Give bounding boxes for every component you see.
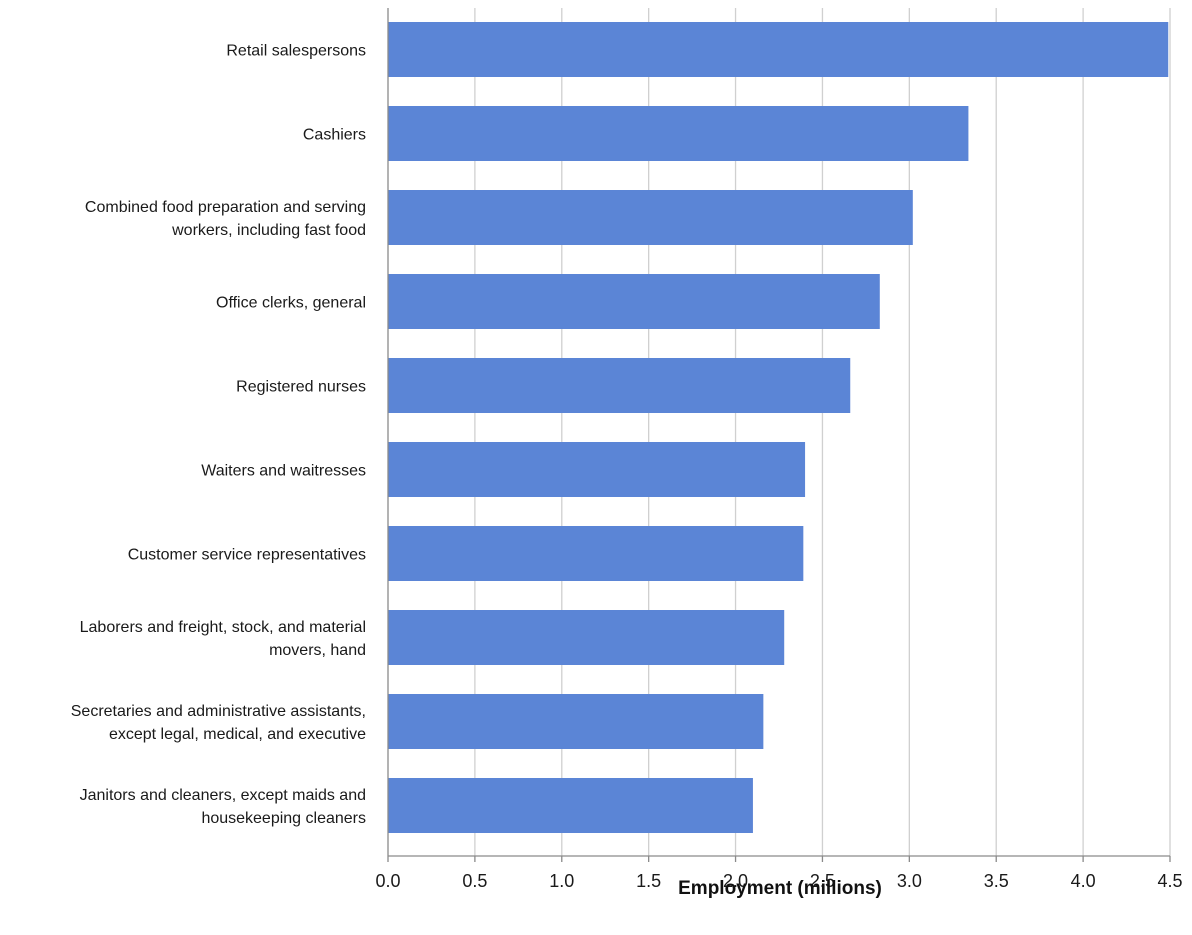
x-tick-label: 4.5 — [1157, 871, 1182, 891]
category-label: Combined food preparation and serving wor… — [85, 199, 366, 239]
category-label: Laborers and freight, stock, and materia… — [80, 619, 366, 659]
x-tick-label: 4.0 — [1071, 871, 1096, 891]
bar — [388, 358, 851, 413]
bar — [388, 274, 880, 329]
category-label: Waiters and waitresses — [201, 463, 366, 480]
category-label-line: movers, hand — [269, 642, 366, 659]
bar — [388, 526, 804, 581]
category-label: Retail salespersons — [226, 43, 366, 60]
category-label-line: Combined food preparation and serving — [85, 199, 366, 216]
bar — [388, 442, 806, 497]
category-label: Customer service representatives — [128, 547, 366, 564]
bars — [388, 22, 1169, 833]
category-label-line: Office clerks, general — [216, 295, 366, 312]
bar — [388, 778, 753, 833]
x-axis-title: Employment (millions) — [678, 878, 882, 899]
bar — [388, 106, 969, 161]
category-label: Registered nurses — [236, 379, 366, 396]
x-tick-label: 0.0 — [375, 871, 400, 891]
bar — [388, 22, 1169, 77]
category-label-line: Janitors and cleaners, except maids and — [80, 787, 366, 804]
category-label-line: Registered nurses — [236, 379, 366, 396]
category-label: Office clerks, general — [216, 295, 366, 312]
x-tick-label: 2.5 — [810, 871, 835, 891]
tick-labels: 0.0 0.5 1.0 1.5 2.0 2.5 3.0 3.5 4.0 4.5 — [375, 871, 1182, 891]
category-label-line: Waiters and waitresses — [201, 463, 366, 480]
bar — [388, 694, 764, 749]
x-tick-label: 1.5 — [636, 871, 661, 891]
x-tick-label: 0.5 — [462, 871, 487, 891]
category-label: Janitors and cleaners, except maids and h… — [80, 787, 366, 827]
category-label-line: except legal, medical, and executive — [109, 726, 366, 743]
category-label-line: Retail salespersons — [226, 43, 366, 60]
category-label-line: housekeeping cleaners — [201, 810, 366, 827]
category-label-line: Cashiers — [303, 127, 366, 144]
x-tick-label: 3.0 — [897, 871, 922, 891]
x-tick-label: 1.0 — [549, 871, 574, 891]
x-tick-label: 3.5 — [984, 871, 1009, 891]
category-label: Cashiers — [303, 127, 366, 144]
category-label-line: Secretaries and administrative assistant… — [71, 703, 366, 720]
category-labels: Retail salespersons Cashiers Combined food… — [71, 43, 366, 828]
category-label-line: Customer service representatives — [128, 547, 366, 564]
category-label: Secretaries and administrative assistant… — [71, 703, 366, 743]
category-label-line: Laborers and freight, stock, and materia… — [80, 619, 366, 636]
x-tick-label: 2.0 — [723, 871, 748, 891]
axes — [387, 8, 1171, 862]
category-label-line: workers, including fast food — [171, 222, 366, 239]
bar — [388, 190, 913, 245]
bar — [388, 610, 785, 665]
